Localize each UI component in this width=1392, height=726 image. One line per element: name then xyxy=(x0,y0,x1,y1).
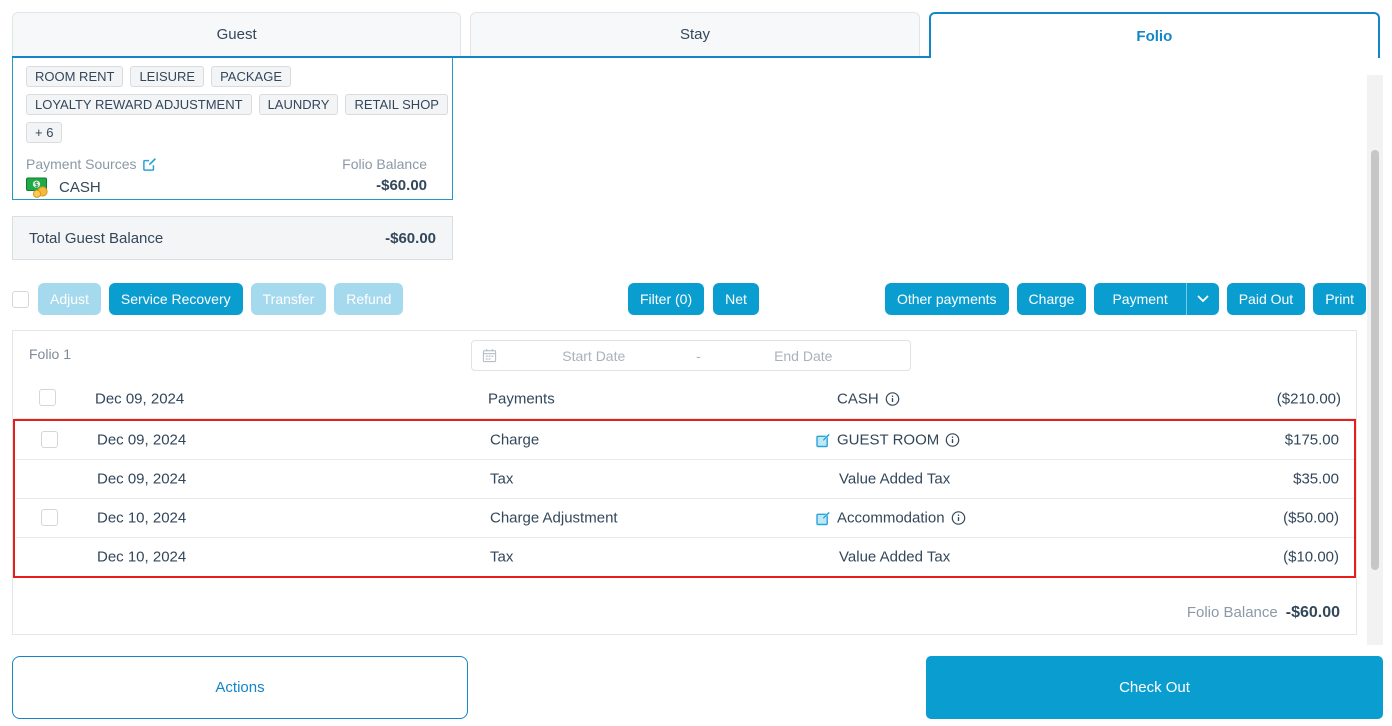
row-type: Tax xyxy=(490,470,514,488)
tag-loyalty-reward-adjustment: LOYALTY REWARD ADJUSTMENT xyxy=(26,94,252,115)
revenue-tag-row: ROOM RENT LEISURE PACKAGE xyxy=(26,66,439,87)
transfer-button: Transfer xyxy=(250,283,327,315)
tag-leisure: LEISURE xyxy=(130,66,205,87)
tag-more-count[interactable]: + 6 xyxy=(26,122,63,143)
row-type: Charge xyxy=(490,431,540,449)
svg-text:$: $ xyxy=(34,180,39,189)
row-amount: $175.00 xyxy=(1284,431,1339,449)
print-button[interactable]: Print xyxy=(1313,283,1366,315)
row-description: Value Added Tax xyxy=(839,470,951,488)
cash-icon: $ xyxy=(26,177,52,198)
start-date-input[interactable]: Start Date xyxy=(562,347,626,364)
payment-button[interactable]: Payment xyxy=(1112,291,1168,307)
info-icon[interactable] xyxy=(885,391,900,406)
row-type: Payments xyxy=(488,390,555,407)
row-divider xyxy=(16,537,1354,538)
row-checkbox[interactable] xyxy=(41,509,58,526)
tag-laundry: LAUNDRY xyxy=(258,94,339,115)
folio-toolbar: Adjust Service Recovery Transfer Refund … xyxy=(12,283,1366,315)
row-date: Dec 10, 2024 xyxy=(97,509,187,527)
row-divider xyxy=(16,459,1354,460)
end-date-input[interactable]: End Date xyxy=(774,347,833,364)
row-checkbox[interactable] xyxy=(39,389,56,406)
net-button[interactable]: Net xyxy=(713,283,759,315)
row-amount: ($210.00) xyxy=(1276,390,1341,407)
payment-method-label: CASH xyxy=(59,179,101,196)
tab-folio[interactable]: Folio xyxy=(928,12,1380,58)
charge-button[interactable]: Charge xyxy=(1016,283,1087,315)
other-payments-button[interactable]: Other payments xyxy=(884,283,1009,315)
row-amount: ($50.00) xyxy=(1283,509,1339,527)
scrollbar-thumb[interactable] xyxy=(1371,150,1379,570)
edit-icon[interactable] xyxy=(815,432,831,448)
info-icon[interactable] xyxy=(945,433,960,448)
folio-summary-card: ROOM RENT LEISURE PACKAGE LOYALTY REWARD… xyxy=(12,58,453,200)
folio-table-header: Folio 1 Start Date - End Date xyxy=(13,331,1356,379)
payment-split-button[interactable]: Payment xyxy=(1094,283,1219,315)
edit-icon[interactable] xyxy=(815,510,831,526)
tab-bar: Guest Stay Folio xyxy=(12,12,1380,58)
folio-table: Folio 1 Start Date - End Date Dec 09, 20… xyxy=(12,330,1357,635)
folio-balance-value: -$60.00 xyxy=(376,177,427,194)
row-divider xyxy=(16,498,1354,499)
row-description: CASH xyxy=(837,390,879,407)
adjust-button: Adjust xyxy=(38,283,101,315)
refund-button: Refund xyxy=(334,283,404,315)
row-amount: $35.00 xyxy=(1293,470,1339,488)
row-date: Dec 09, 2024 xyxy=(95,390,185,407)
edit-icon[interactable] xyxy=(142,157,157,172)
tab-stay[interactable]: Stay xyxy=(470,12,920,56)
row-amount: ($10.00) xyxy=(1283,548,1339,566)
actions-button[interactable]: Actions xyxy=(12,656,468,719)
total-guest-balance-label: Total Guest Balance xyxy=(29,229,164,247)
row-checkbox[interactable] xyxy=(41,431,58,448)
filter-button[interactable]: Filter (0) xyxy=(628,283,705,315)
row-type: Charge Adjustment xyxy=(490,509,618,527)
tag-room-rent: ROOM RENT xyxy=(26,66,124,87)
payment-sources-section: Payment Sources $ CASH xyxy=(26,154,439,198)
revenue-tag-row: + 6 xyxy=(26,122,439,143)
select-all-checkbox[interactable] xyxy=(12,291,29,308)
tab-guest[interactable]: Guest xyxy=(12,12,462,56)
revenue-tag-row: LOYALTY REWARD ADJUSTMENT LAUNDRY RETAIL… xyxy=(26,94,448,115)
total-guest-balance-value: -$60.00 xyxy=(385,229,436,247)
vertical-scrollbar[interactable] xyxy=(1367,75,1383,645)
highlighted-rows-outline: Dec 09, 2024 Charge GUEST ROOM $175.00 D… xyxy=(13,419,1356,578)
row-divider xyxy=(14,418,1356,419)
table-row: Dec 10, 2024 Tax Value Added Tax ($10.00… xyxy=(15,538,1354,576)
chevron-down-icon[interactable] xyxy=(1187,283,1219,315)
tag-package: PACKAGE xyxy=(211,66,291,87)
row-description: Accommodation xyxy=(837,509,945,527)
tag-retail-shop: RETAIL SHOP xyxy=(345,94,448,115)
info-icon[interactable] xyxy=(951,511,966,526)
table-row: Dec 09, 2024 Charge GUEST ROOM $175.00 xyxy=(15,421,1354,459)
folio-balance-footer-label: Folio Balance xyxy=(1186,604,1278,621)
folio-balance-footer: Folio Balance -$60.00 xyxy=(1187,604,1340,622)
row-date: Dec 10, 2024 xyxy=(97,548,187,566)
calendar-icon xyxy=(482,348,497,363)
payment-sources-label: Payment Sources xyxy=(26,156,137,172)
row-date: Dec 09, 2024 xyxy=(97,470,187,488)
folio-balance-footer-value: -$60.00 xyxy=(1285,604,1340,621)
date-range-picker[interactable]: Start Date - End Date xyxy=(471,340,911,371)
date-range-separator: - xyxy=(696,347,701,364)
row-description: GUEST ROOM xyxy=(837,431,940,449)
row-type: Tax xyxy=(490,548,514,566)
table-row: Dec 10, 2024 Charge Adjustment Accommoda… xyxy=(15,499,1354,537)
folio-number-label: Folio 1 xyxy=(29,346,72,362)
check-out-button[interactable]: Check Out xyxy=(926,656,1383,719)
paid-out-button[interactable]: Paid Out xyxy=(1226,283,1306,315)
folio-balance-label: Folio Balance xyxy=(342,156,427,172)
split-divider xyxy=(1185,283,1187,315)
row-description: Value Added Tax xyxy=(839,548,951,566)
total-guest-balance: Total Guest Balance -$60.00 xyxy=(12,216,453,260)
service-recovery-button[interactable]: Service Recovery xyxy=(108,283,243,315)
row-date: Dec 09, 2024 xyxy=(97,431,187,449)
table-row: Dec 09, 2024 Tax Value Added Tax $35.00 xyxy=(15,460,1354,498)
table-row: Dec 09, 2024 Payments CASH ($210.00) xyxy=(13,379,1356,418)
